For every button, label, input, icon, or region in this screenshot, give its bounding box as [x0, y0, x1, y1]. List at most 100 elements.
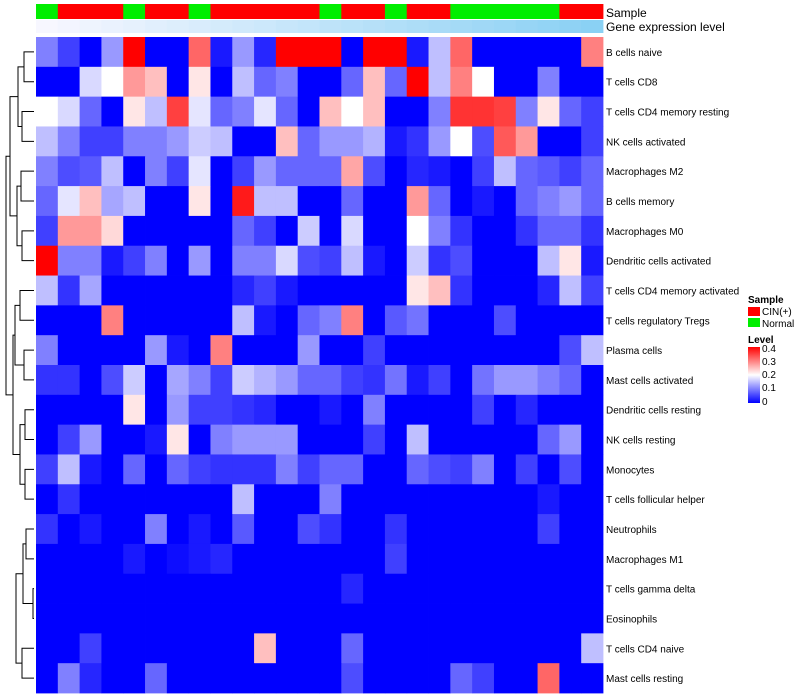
- heatmap-cell: [232, 603, 255, 634]
- heatmap-cell: [101, 603, 124, 634]
- heatmap-cell: [363, 245, 386, 276]
- heatmap-cell: [254, 96, 277, 127]
- heatmap-cell: [36, 156, 59, 187]
- heatmap-cell: [319, 424, 342, 455]
- heatmap-cell: [232, 573, 255, 604]
- heatmap-cell: [210, 126, 233, 157]
- heatmap-cell: [145, 245, 168, 276]
- heatmap-cell: [319, 633, 342, 664]
- heatmap-cell: [145, 514, 168, 545]
- heatmap-cell: [493, 454, 517, 485]
- heatmap-cell: [188, 186, 211, 217]
- row-label: Plasma cells: [606, 346, 662, 357]
- heatmap-cell: [581, 454, 604, 485]
- heatmap-cell: [297, 96, 320, 127]
- heatmap-cell: [275, 394, 299, 426]
- heatmap-cell: [101, 275, 124, 306]
- heatmap-cell: [210, 454, 233, 485]
- heatmap-cell: [166, 96, 190, 127]
- heatmap-cell: [341, 335, 364, 366]
- expression-cell-2: [79, 20, 102, 33]
- dendrogram-branch: [20, 170, 34, 202]
- row-label: NK cells activated: [606, 137, 685, 148]
- heatmap-cell: [428, 245, 451, 276]
- heatmap-cell: [581, 543, 604, 575]
- heatmap-cell: [581, 156, 604, 187]
- heatmap-cell: [232, 66, 255, 98]
- heatmap-cell: [428, 573, 451, 604]
- heatmap-cell: [384, 126, 408, 157]
- heatmap-cell: [275, 245, 299, 276]
- heatmap-cell: [515, 603, 538, 634]
- heatmap-cell: [581, 573, 604, 604]
- heatmap-cell: [472, 156, 495, 187]
- heatmap-cell: [79, 543, 102, 575]
- heatmap-cell: [559, 514, 582, 545]
- heatmap-cell: [450, 245, 473, 276]
- heatmap-cell: [450, 156, 473, 187]
- heatmap-cell: [537, 365, 560, 396]
- heatmap-cell: [254, 37, 277, 68]
- heatmap-cell: [297, 663, 320, 694]
- heatmap-cell: [57, 335, 81, 366]
- heatmap-cell: [36, 215, 59, 247]
- heatmap-cell: [581, 484, 604, 515]
- dendrogram-branch: [19, 424, 25, 485]
- legend: Sample CIN(+) Normal Level 0.4 0.3 0.2 0…: [748, 295, 794, 408]
- heatmap-cell: [537, 66, 560, 98]
- heatmap-cell: [472, 603, 495, 634]
- heatmap-cell: [428, 275, 451, 306]
- sample-cell-24: [559, 4, 582, 19]
- heatmap-cell: [101, 514, 124, 545]
- heatmap-cell: [559, 215, 582, 247]
- heatmap-cell: [406, 66, 429, 98]
- sample-cell-15: [363, 4, 386, 19]
- heatmap-cell: [210, 394, 233, 426]
- heatmap-cell: [428, 454, 451, 485]
- heatmap-cell: [275, 454, 299, 485]
- heatmap-cell: [515, 126, 538, 157]
- heatmap-cell: [79, 454, 102, 485]
- heatmap-cell: [450, 633, 473, 664]
- heatmap-cell: [537, 335, 560, 366]
- sample-cell-5: [145, 4, 168, 19]
- sample-cell-9: [232, 4, 255, 19]
- heatmap-cell: [57, 275, 81, 306]
- sample-cell-17: [406, 4, 429, 19]
- sample-cell-22: [515, 4, 538, 19]
- heatmap-cell: [493, 573, 517, 604]
- heatmap-cell: [275, 37, 299, 68]
- heatmap-cell: [57, 305, 81, 336]
- heatmap-cell: [79, 603, 102, 634]
- heatmap-cell: [145, 543, 168, 575]
- heatmap-cell: [406, 543, 429, 575]
- heatmap-cell: [79, 215, 102, 247]
- heatmap-cell: [363, 424, 386, 455]
- heatmap-cell: [341, 275, 364, 306]
- heatmap-cell: [188, 305, 211, 336]
- heatmap-cell: [493, 543, 517, 575]
- expression-cell-22: [515, 20, 538, 33]
- heatmap-cell: [515, 484, 538, 515]
- heatmap-cell: [297, 335, 320, 366]
- heatmap-cell: [79, 305, 102, 336]
- heatmap-cell: [428, 37, 451, 68]
- sample-cell-21: [493, 4, 517, 19]
- heatmap-cell: [493, 663, 517, 694]
- heatmap-cell: [428, 305, 451, 336]
- expression-cell-23: [537, 20, 560, 33]
- heatmap-cell: [166, 156, 190, 187]
- legend-sample-title: Sample: [748, 295, 784, 306]
- heatmap-cell: [515, 156, 538, 187]
- heatmap-cell: [384, 186, 408, 217]
- heatmap-cell: [319, 245, 342, 276]
- heatmap-cell: [428, 365, 451, 396]
- dendrogram-branch: [22, 543, 33, 605]
- heatmap-cell: [581, 215, 604, 247]
- heatmap-cell: [36, 663, 59, 694]
- heatmap-cell: [145, 305, 168, 336]
- heatmap-cell: [559, 275, 582, 306]
- row-dendrogram: [6, 52, 34, 679]
- heatmap-cell: [232, 424, 255, 455]
- row-label: NK cells resting: [606, 436, 675, 447]
